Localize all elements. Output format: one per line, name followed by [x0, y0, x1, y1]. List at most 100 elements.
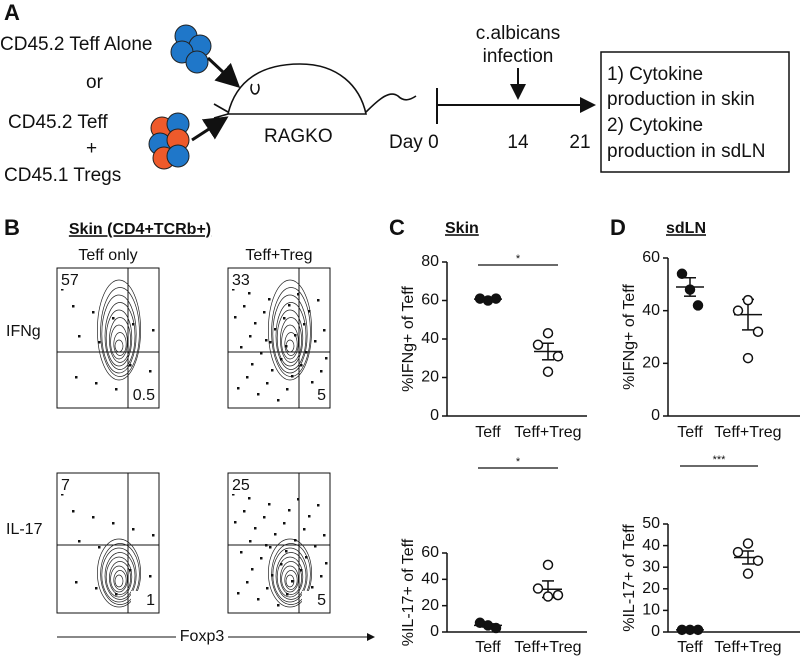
event-dot — [286, 388, 289, 391]
data-point — [742, 568, 754, 579]
infection-label: c.albicans — [476, 23, 561, 44]
y-tick-label: 80 — [421, 253, 439, 270]
x-tick-label: Teff — [475, 424, 501, 441]
cell-cluster — [170, 24, 212, 74]
contour — [113, 332, 127, 356]
y-axis-label: %IFNg+ of Teff — [400, 286, 417, 392]
label-backdrop — [59, 476, 83, 494]
label-backdrop — [302, 591, 328, 609]
chart-title: Skin — [445, 220, 479, 237]
event-dot — [265, 544, 268, 547]
event-dot — [300, 569, 303, 572]
event-dot — [257, 598, 260, 601]
event-dot — [291, 375, 294, 378]
contour — [101, 547, 137, 603]
event-dot — [248, 497, 251, 500]
outcome-text: production in skin — [607, 89, 755, 110]
row-label: IL-17 — [6, 521, 43, 538]
x-tick-label: Teff+Treg — [514, 639, 581, 656]
event-dot — [286, 593, 289, 596]
event-dot — [303, 528, 306, 531]
data-point — [552, 589, 564, 601]
event-dot — [271, 369, 274, 372]
contour — [281, 565, 299, 593]
event-dot — [269, 341, 272, 344]
y-tick-label: 0 — [430, 623, 439, 640]
event-dot — [274, 533, 277, 536]
quadrant-value: 25 — [232, 477, 250, 494]
event-dot — [237, 592, 240, 595]
event-dot — [98, 341, 101, 344]
column-label: Teff+Treg — [245, 247, 312, 264]
significance-label: * — [516, 253, 521, 265]
contour — [284, 332, 298, 356]
event-dot — [323, 534, 326, 537]
event-dot — [325, 562, 328, 565]
data-point — [692, 300, 704, 311]
data-point — [752, 555, 764, 566]
condition-label: CD45.2 Teff — [8, 112, 108, 133]
data-point — [676, 268, 688, 280]
contour — [272, 294, 308, 374]
y-tick-label: 20 — [421, 369, 439, 386]
data-point — [742, 294, 754, 306]
event-dot — [268, 298, 271, 301]
event-dot — [285, 550, 288, 553]
data-point — [490, 622, 502, 634]
column-label: Teff only — [78, 247, 137, 264]
event-dot — [277, 399, 280, 402]
panel-letter: C — [389, 215, 405, 240]
mouse — [213, 63, 417, 119]
event-dot — [271, 574, 274, 577]
event-dot — [112, 522, 115, 525]
event-dot — [254, 322, 257, 325]
event-dot — [274, 328, 277, 331]
event-dot — [240, 346, 243, 349]
event-dot — [243, 305, 246, 308]
event-dot — [254, 527, 257, 530]
day-label: 21 — [569, 132, 590, 153]
cell-cluster — [148, 112, 190, 170]
y-tick-label: 0 — [651, 407, 660, 424]
event-dot — [280, 358, 283, 361]
data-point — [732, 546, 744, 558]
mouse-label: RAGKO — [264, 126, 333, 147]
label-backdrop — [176, 628, 228, 646]
condition-label: CD45.1 Tregs — [4, 165, 121, 186]
event-dot — [75, 376, 78, 379]
x-tick-label: Teff — [677, 424, 703, 441]
y-tick-label: 20 — [421, 597, 439, 614]
panel-letter: B — [4, 215, 20, 240]
label-backdrop — [230, 271, 254, 289]
flow-plot — [56, 267, 160, 409]
event-dot — [61, 493, 64, 496]
row-label: IFNg — [6, 323, 41, 340]
x-tick-label: Teff — [677, 639, 703, 656]
event-dot — [95, 587, 98, 590]
event-dot — [78, 540, 81, 543]
y-tick-label: 20 — [642, 355, 660, 372]
event-dot — [251, 568, 254, 571]
event-dot — [266, 382, 269, 385]
event-dot — [280, 563, 283, 566]
event-dot — [232, 288, 235, 291]
event-dot — [263, 516, 266, 519]
label-backdrop — [302, 386, 328, 404]
event-dot — [294, 539, 297, 542]
contour — [275, 552, 307, 600]
x-axis-label: Foxp3 — [180, 628, 225, 645]
event-dot — [92, 516, 95, 519]
arrow — [206, 56, 241, 89]
event-dot — [246, 376, 249, 379]
event-dot — [260, 352, 263, 355]
event-dot — [149, 370, 152, 373]
event-dot — [263, 311, 266, 314]
event-dot — [257, 393, 260, 396]
data-point — [742, 352, 754, 364]
y-tick-label: 60 — [421, 292, 439, 309]
contour — [113, 570, 127, 590]
contour — [275, 302, 307, 370]
event-dot — [294, 334, 297, 337]
